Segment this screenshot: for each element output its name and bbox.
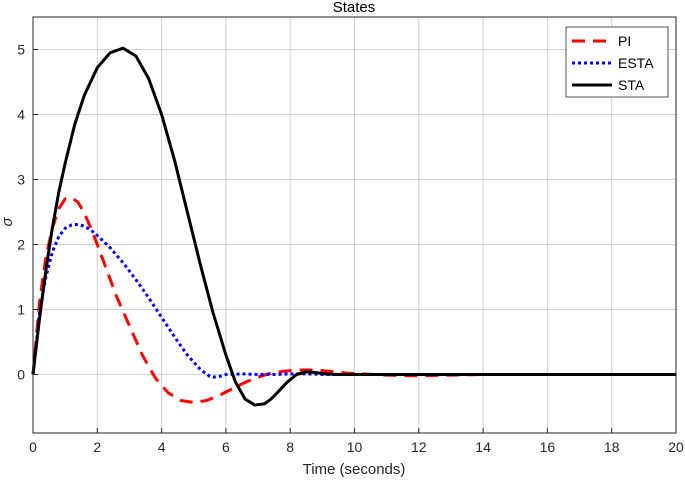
legend: PI ESTA STA	[565, 26, 669, 98]
x-tick-label: 20	[668, 439, 684, 455]
x-tick-label: 6	[222, 439, 230, 455]
y-tick-label: 3	[17, 172, 25, 188]
x-tick-label: 2	[93, 439, 101, 455]
x-tick-label: 12	[411, 439, 427, 455]
y-axis-label: σ	[0, 217, 16, 227]
x-tick-label: 14	[475, 439, 491, 455]
x-tick-label: 16	[540, 439, 556, 455]
x-tick-label: 8	[286, 439, 294, 455]
y-tick-label: 2	[17, 237, 25, 253]
x-axis-label: Time (seconds)	[303, 461, 406, 478]
x-tick-label: 18	[604, 439, 620, 455]
y-tick-label: 5	[17, 42, 25, 58]
x-tick-label: 10	[347, 439, 363, 455]
series-layer	[31, 46, 676, 407]
series-line-sta	[31, 46, 676, 407]
legend-label-sta: STA	[618, 77, 645, 93]
y-tick-label: 0	[17, 367, 25, 383]
y-tick-label: 4	[17, 107, 25, 123]
x-tick-label: 4	[158, 439, 166, 455]
x-tick-label: 0	[29, 439, 37, 455]
legend-label-esta: ESTA	[618, 55, 654, 71]
chart-title: States	[333, 0, 376, 16]
legend-label-pi: PI	[618, 33, 631, 49]
y-tick-label: 1	[17, 302, 25, 318]
series-line-pi	[31, 196, 676, 404]
